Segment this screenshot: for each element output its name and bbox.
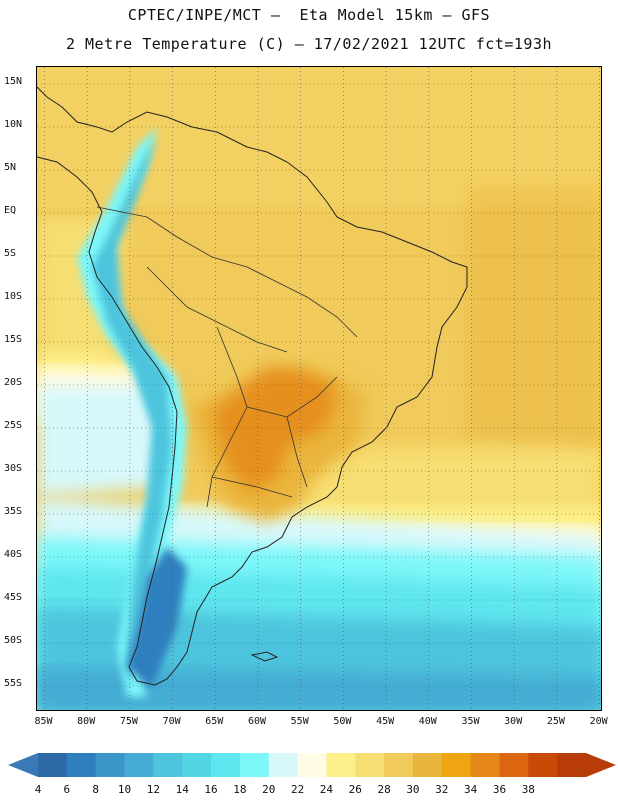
latitude-label: 10S (4, 291, 23, 302)
colorbar (8, 753, 616, 777)
latitude-label: 15S (4, 334, 23, 345)
latitude-label: 50S (4, 635, 23, 646)
colorbar-swatch (412, 753, 443, 777)
colorbar-swatch (470, 753, 500, 777)
colorbar-label: 36 (492, 783, 507, 796)
latitude-label: 20S (4, 377, 23, 388)
longitude-label: 25W (546, 716, 565, 727)
longitude-label: 60W (247, 716, 267, 727)
longitude-label: 30W (504, 716, 523, 727)
colorbar-label: 12 (146, 783, 160, 796)
colorbar-swatch (38, 753, 68, 777)
longitude-label: 80W (77, 716, 96, 727)
colorbar-swatch (124, 753, 154, 777)
colorbar-label: 30 (406, 783, 420, 796)
colorbar-label: 6 (63, 783, 71, 796)
longitude-label: 85W (34, 716, 53, 727)
map-svg (37, 67, 601, 710)
colorbar-swatch (528, 753, 558, 777)
field-blue-far-south (37, 667, 601, 710)
colorbar-swatch (66, 753, 97, 777)
longitude-label: 45W (376, 716, 395, 727)
colorbar-swatch (239, 753, 270, 777)
latitude-label: 35S (4, 506, 23, 517)
field-light-cyan-pacific (37, 387, 177, 497)
latitude-label: 45S (4, 592, 23, 603)
colorbar-label: 16 (204, 783, 218, 796)
colorbar-label: 38 (521, 783, 535, 796)
colorbar-swatch (95, 753, 126, 777)
longitude-label: 35W (461, 716, 480, 727)
field-andes-cold (92, 137, 172, 687)
border-lines (96, 206, 358, 508)
colorbar-label: 18 (233, 783, 247, 796)
colorbar-swatch (326, 753, 356, 777)
colorbar-label: 34 (464, 783, 478, 796)
latitude-label: 15N (4, 76, 23, 87)
latitude-label: EQ (4, 205, 17, 216)
colorbar-swatch (268, 753, 299, 777)
longitude-label: 65W (205, 716, 224, 727)
latitude-label: 40S (4, 549, 23, 560)
longitude-label: 50W (333, 716, 352, 727)
island-falklands (250, 651, 279, 662)
colorbar-label: 8 (92, 783, 99, 796)
colorbar-label: 22 (290, 783, 305, 796)
colorbar-label: 26 (348, 783, 362, 796)
colorbar-swatch (211, 753, 241, 777)
longitude-label: 75W (119, 716, 138, 727)
field-hottest-core (212, 367, 337, 492)
colorbar-swatch (182, 753, 212, 777)
colorbar-label: 32 (435, 783, 449, 796)
colorbar-low-arrow (8, 753, 38, 777)
colorbar-swatch (297, 753, 327, 777)
colorbar-swatch (153, 753, 183, 777)
latitude-label: 10N (4, 119, 23, 130)
latitude-label: 30S (4, 463, 23, 474)
temperature-map (36, 66, 602, 711)
field-warm-east-atlantic (467, 187, 601, 447)
longitude-label: 55W (290, 716, 309, 727)
chart-subtitle: 2 Metre Temperature (C) – 17/02/2021 12U… (65, 35, 553, 53)
colorbar-label: 20 (262, 783, 276, 796)
chart-title: CPTEC/INPE/MCT – Eta Model 15km – GFS (127, 6, 491, 24)
colorbar-label: 10 (117, 783, 132, 796)
latitude-label: 5N (4, 162, 17, 173)
colorbar-high-arrow (586, 753, 616, 777)
field-andes-coldest (127, 547, 187, 687)
colorbar-swatch (355, 753, 385, 777)
colorbar-label: 28 (377, 783, 391, 796)
latitude-label: 25S (4, 420, 23, 431)
colorbar-label: 14 (175, 783, 189, 796)
colorbar-swatch (384, 753, 414, 777)
longitude-label: 40W (418, 716, 437, 727)
coastline-south-america (37, 86, 468, 686)
colorbar-swatch (499, 753, 529, 777)
longitude-label: 20W (589, 716, 608, 727)
latitude-label: 55S (4, 678, 23, 689)
longitude-label: 70W (162, 716, 181, 727)
colorbar-swatch (441, 753, 472, 777)
colorbar-label: 24 (319, 783, 334, 796)
colorbar-swatch (557, 753, 587, 777)
latitude-label: 5S (4, 248, 17, 259)
colorbar-label: 4 (34, 783, 42, 796)
